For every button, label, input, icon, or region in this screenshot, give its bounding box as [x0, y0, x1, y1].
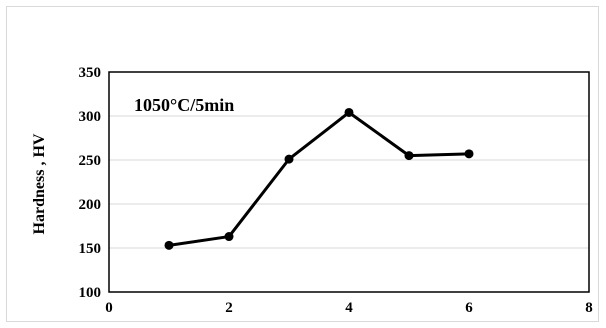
data-point: [164, 240, 174, 250]
x-tick-labels: 0 2 4 6 8: [105, 300, 593, 316]
y-tick-label: 300: [79, 109, 102, 125]
chart-annotation: 1050°C/5min: [134, 95, 234, 115]
y-tick-label: 150: [79, 241, 102, 257]
y-tick-label: 200: [79, 197, 102, 213]
x-tick-label: 2: [225, 300, 233, 316]
hardness-chart: 100 150 200 250 300 350 0 2 4 6 8 1050°C/5min Har…: [31, 65, 593, 316]
data-point: [464, 149, 474, 159]
x-tick-label: 8: [585, 300, 593, 316]
y-tick-label: 250: [79, 153, 102, 169]
x-tick-label: 4: [345, 300, 353, 316]
y-tick-label: 100: [79, 285, 102, 301]
chart-frame: 100 150 200 250 300 350 0 2 4 6 8 1050°C/5min Har…: [6, 6, 599, 322]
data-point: [344, 107, 354, 117]
x-tick-label: 6: [465, 300, 473, 316]
data-point: [404, 151, 414, 161]
y-tick-label: 350: [79, 65, 102, 81]
x-tick-label: 0: [105, 300, 113, 316]
data-points: [164, 107, 474, 250]
y-axis-label: Hardness , HV: [31, 133, 48, 234]
y-tick-labels: 100 150 200 250 300 350: [79, 65, 102, 301]
plot-area: [108, 71, 590, 293]
series-line: [168, 110, 470, 247]
data-point: [284, 154, 294, 164]
data-point: [224, 232, 234, 242]
gridlines: [109, 115, 589, 249]
